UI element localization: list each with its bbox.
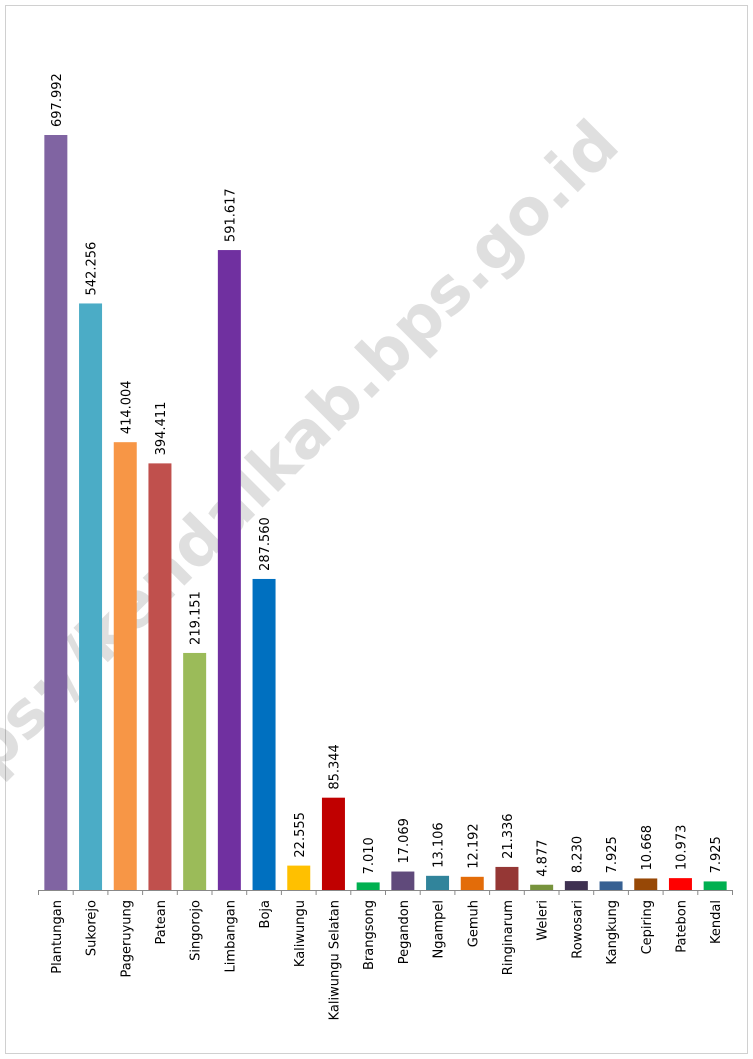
bar (530, 884, 554, 890)
bar (183, 652, 207, 890)
value-label: 10.668 (640, 825, 655, 871)
value-label: 697.992 (50, 73, 65, 127)
x-tick-label: Boja (258, 900, 273, 928)
bar (44, 135, 68, 890)
value-label: 7.925 (709, 836, 724, 873)
x-tick-label: Kangkung (605, 900, 620, 965)
x-tick-label: Gemuh (466, 900, 481, 947)
bar (391, 871, 415, 890)
value-label: 22.555 (293, 812, 308, 858)
value-label: 287.560 (258, 517, 273, 571)
value-label: 542.256 (85, 242, 100, 296)
bar (287, 865, 311, 890)
x-tick-label: Brangsong (362, 900, 377, 970)
bar (599, 881, 623, 890)
x-tick-label: Pegandon (397, 900, 412, 964)
value-label: 7.925 (605, 836, 620, 873)
x-tick-label: Kendal (709, 900, 724, 944)
x-tick-label: Plantungan (50, 900, 65, 974)
value-label: 13.106 (432, 822, 447, 868)
value-label: 414.004 (119, 380, 134, 434)
bar (634, 878, 658, 890)
bar (426, 875, 450, 890)
value-label: 7.010 (362, 837, 377, 874)
bar (217, 250, 241, 890)
bar (703, 881, 727, 890)
x-tick-label: Ngampel (432, 900, 447, 958)
value-label: 4.877 (536, 840, 551, 877)
x-tick-label: Sukorejo (85, 900, 100, 956)
value-label: 17.069 (397, 818, 412, 864)
value-label: 85.344 (327, 744, 342, 790)
bar (79, 303, 103, 890)
value-label: 21.336 (501, 813, 516, 859)
x-tick-label: Weleri (536, 900, 551, 941)
bar (460, 876, 484, 890)
bar (113, 442, 137, 890)
x-tick-label: Kaliwungu Selatan (327, 900, 342, 1020)
x-tick-label: Patebon (674, 900, 689, 953)
bar (148, 463, 172, 890)
x-tick-label: Cepiring (640, 900, 655, 954)
value-label: 394.411 (154, 402, 169, 456)
bar (321, 797, 345, 890)
bar (564, 881, 588, 890)
value-label: 8.230 (570, 836, 585, 873)
x-tick-label: Limbangan (223, 900, 238, 972)
x-tick-label: Kaliwungu (293, 900, 308, 967)
x-tick-label: Ringinarum (501, 900, 516, 975)
value-label: 591.617 (223, 188, 238, 242)
bar (668, 878, 692, 890)
value-label: 219.151 (189, 591, 204, 645)
x-tick-label: Pageruyung (119, 900, 134, 977)
bar (356, 882, 380, 890)
value-label: 12.192 (466, 823, 481, 869)
x-tick-label: Patean (154, 900, 169, 945)
bar (252, 578, 276, 890)
x-tick-label: Rowosari (570, 900, 585, 959)
x-tick-label: Singorojo (189, 900, 204, 961)
value-label: 10.973 (674, 825, 689, 871)
bar (495, 866, 519, 890)
